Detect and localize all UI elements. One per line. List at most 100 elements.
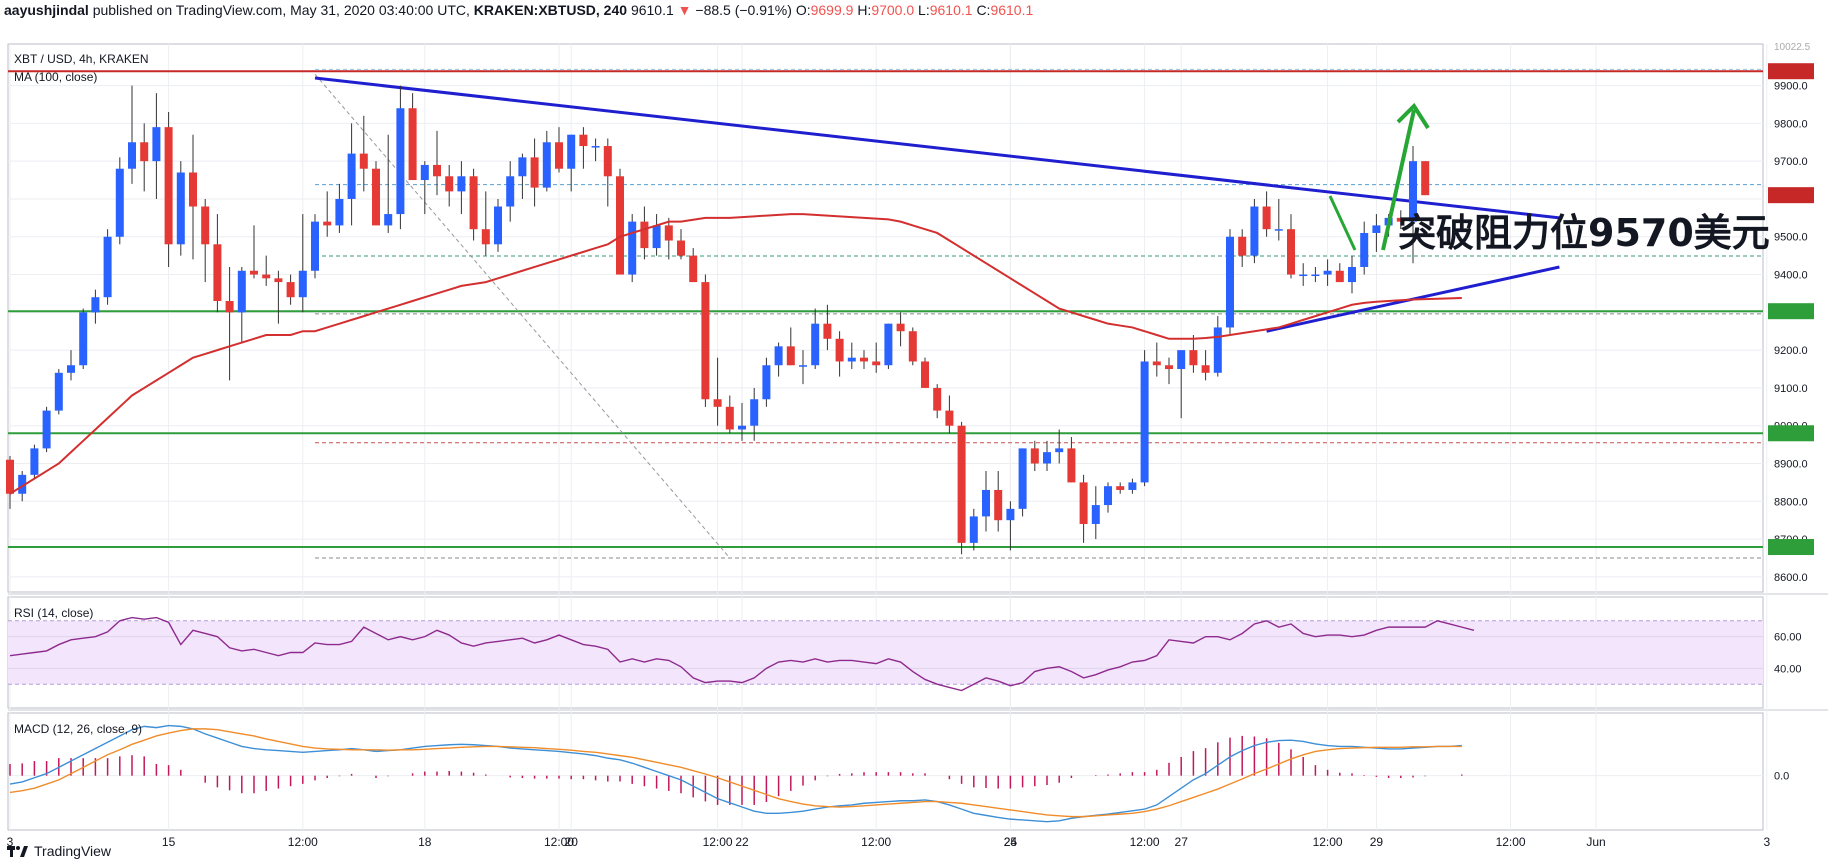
time-tick-label: 3 bbox=[1763, 835, 1770, 849]
time-tick-label: 12:00 bbox=[288, 835, 318, 849]
candle-body bbox=[1152, 361, 1161, 366]
price-tick-label: 8600.0 bbox=[1774, 572, 1808, 584]
price-tick-label: 9200.0 bbox=[1774, 345, 1808, 357]
candle-body bbox=[1238, 236, 1247, 256]
candle-body bbox=[847, 357, 856, 362]
candle-body bbox=[762, 365, 771, 400]
candle-body bbox=[579, 134, 588, 147]
candle-body bbox=[433, 164, 441, 177]
candle-body bbox=[994, 489, 1003, 521]
candle-body bbox=[1299, 274, 1308, 277]
candle-body bbox=[1165, 365, 1173, 370]
resistance-trendline bbox=[314, 76, 1560, 220]
candle-body bbox=[640, 221, 649, 249]
upside-arrow-head bbox=[1396, 102, 1430, 130]
pane-border bbox=[7, 43, 1764, 593]
price-badge bbox=[1768, 187, 1814, 204]
time-tick-label: 27 bbox=[1175, 835, 1189, 849]
candle-body bbox=[176, 172, 185, 245]
candle-body bbox=[555, 142, 563, 169]
rsi-band bbox=[8, 620, 1763, 685]
candle-body bbox=[738, 425, 746, 430]
candle-body bbox=[908, 331, 917, 362]
candle-body bbox=[969, 516, 978, 543]
time-tick-label: 12:00 bbox=[1130, 835, 1160, 849]
candle-body bbox=[786, 346, 795, 366]
low-label: L: bbox=[918, 2, 930, 18]
ma-legend: MA (100, close) bbox=[14, 70, 98, 84]
candle-body bbox=[335, 198, 344, 226]
candle-body bbox=[652, 225, 661, 249]
candle-body bbox=[311, 221, 319, 271]
candle-body bbox=[945, 410, 954, 426]
candle-body bbox=[701, 282, 710, 400]
candle-body bbox=[872, 361, 881, 366]
horizontal-levels bbox=[8, 68, 1763, 559]
author-name[interactable]: aayushjindal bbox=[4, 2, 89, 18]
candle-body bbox=[445, 176, 454, 192]
candle-body bbox=[982, 489, 990, 517]
price-top-label: 10022.5 bbox=[1774, 42, 1811, 53]
pane-border bbox=[7, 712, 1764, 831]
time-tick-label: 12:00 bbox=[544, 835, 574, 849]
candle-body bbox=[250, 270, 258, 275]
upside-arrow bbox=[1381, 109, 1416, 251]
candle-body bbox=[42, 410, 51, 449]
annotation-arrows bbox=[1328, 102, 1430, 251]
candle-body bbox=[67, 365, 75, 373]
price-tick-label: 9100.0 bbox=[1774, 383, 1808, 395]
candle-body bbox=[1409, 161, 1417, 222]
candle-body bbox=[664, 225, 673, 241]
candle-body bbox=[201, 206, 210, 245]
candle-body bbox=[835, 338, 844, 362]
grid-lines bbox=[7, 43, 1828, 831]
candle-body bbox=[347, 153, 356, 199]
candle-body bbox=[1250, 206, 1259, 256]
candle-body bbox=[54, 372, 63, 411]
price-tick-label: 9400.0 bbox=[1774, 270, 1808, 282]
axes: 9900.09800.09700.09600.09500.09400.09300… bbox=[7, 42, 1814, 849]
candle-body bbox=[677, 240, 685, 256]
candle-body bbox=[189, 172, 197, 207]
candle-body bbox=[689, 255, 698, 283]
low-value: 9610.1 bbox=[929, 2, 973, 18]
candle-body bbox=[286, 282, 295, 298]
candle-body bbox=[213, 244, 222, 301]
time-tick-label: 20 bbox=[565, 835, 579, 849]
candle-body bbox=[1006, 508, 1015, 521]
candle-body bbox=[384, 214, 393, 226]
candle-body bbox=[542, 142, 551, 188]
candle-body bbox=[1128, 482, 1137, 490]
rsi-line bbox=[9, 616, 1475, 692]
close-label: C: bbox=[976, 2, 991, 18]
candle-body bbox=[921, 361, 929, 388]
footer: TradingView bbox=[6, 843, 111, 859]
time-tick-label: Jun bbox=[1586, 835, 1605, 849]
time-tick-label: 12:00 bbox=[1313, 835, 1343, 849]
macd-line bbox=[9, 724, 1462, 823]
time-tick-label: 24 bbox=[1004, 835, 1018, 849]
price-tick-label: 9500.0 bbox=[1774, 232, 1808, 244]
footer-brand[interactable]: TradingView bbox=[34, 843, 112, 859]
candles bbox=[6, 85, 1430, 555]
trend-lines bbox=[314, 76, 1560, 333]
candle-body bbox=[115, 168, 124, 237]
candle-body bbox=[128, 142, 136, 169]
candle-body bbox=[1262, 206, 1271, 230]
ma100-line bbox=[9, 213, 1462, 495]
candle-body bbox=[1213, 327, 1222, 373]
candle-body bbox=[896, 323, 905, 332]
macd-pane bbox=[8, 724, 1763, 823]
candle-body bbox=[152, 127, 161, 162]
change-down-icon: ▼ bbox=[677, 2, 692, 18]
candle-body bbox=[103, 236, 112, 298]
candle-body bbox=[774, 346, 783, 366]
candle-body bbox=[140, 142, 149, 162]
time-tick-label: 12:00 bbox=[703, 835, 733, 849]
price-badge bbox=[1768, 303, 1814, 320]
price-tick-label: 8900.0 bbox=[1774, 459, 1808, 471]
breakout-annotation: 突破阻力位9570美元 bbox=[1398, 211, 1770, 255]
candle-body bbox=[1421, 161, 1430, 196]
candle-body bbox=[18, 474, 27, 494]
